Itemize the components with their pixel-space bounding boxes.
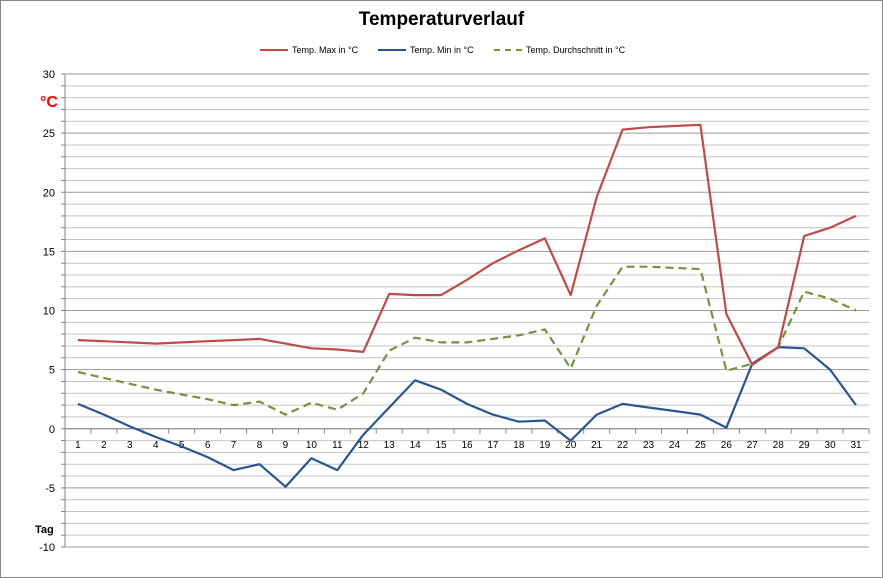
x-tick-label: 1 [75, 440, 81, 451]
legend-item-max: Temp. Max in °C [260, 45, 358, 55]
x-tick-label: 30 [825, 440, 837, 451]
x-tick-label: 19 [539, 440, 551, 451]
x-tick-label: 5 [179, 440, 185, 451]
y-tick-label: -10 [39, 542, 55, 554]
x-tick-label: 17 [487, 440, 499, 451]
y-tick-label: 0 [49, 424, 55, 436]
y-tick-label: 5 [49, 365, 55, 377]
y-tick-label: -5 [45, 483, 55, 495]
x-tick-label: 27 [747, 440, 759, 451]
x-tick-label: 8 [257, 440, 263, 451]
x-tick-label: 2 [101, 440, 107, 451]
x-tick-label: 22 [617, 440, 629, 451]
x-tick-label: 28 [773, 440, 785, 451]
legend-label-min: Temp. Min in °C [410, 45, 474, 55]
legend-label-avg: Temp. Durchschnitt in °C [526, 45, 626, 55]
y-tick-label: 25 [43, 128, 55, 140]
x-tick-label: 6 [205, 440, 211, 451]
x-tick-label: 11 [332, 440, 343, 451]
x-tick-label: 3 [127, 440, 133, 451]
x-tick-label: 31 [850, 440, 862, 451]
x-tick-label: 23 [643, 440, 655, 451]
legend-swatch-min [378, 49, 406, 51]
y-tick-label: 15 [43, 246, 55, 258]
series-line-1 [77, 346, 857, 488]
x-tick-label: 12 [358, 440, 370, 451]
series-line-2 [77, 265, 857, 416]
x-tick-label: 10 [306, 440, 318, 451]
chart-title: Temperaturverlauf [358, 9, 525, 30]
x-tick-label: 4 [153, 440, 159, 451]
x-tick-label: 16 [461, 440, 473, 451]
x-tick-label: 29 [799, 440, 811, 451]
x-tick-label: 20 [565, 440, 577, 451]
x-tick-label: 7 [231, 440, 237, 451]
chart-legend: Temp. Max in °C Temp. Min in °C Temp. Du… [0, 45, 883, 59]
x-tick-label: 21 [591, 440, 603, 451]
x-tick-label: 18 [513, 440, 525, 451]
legend-label-max: Temp. Max in °C [292, 45, 359, 55]
legend-item-avg: Temp. Durchschnitt in °C [494, 45, 625, 55]
series-line-0 [77, 123, 857, 366]
x-tick-label: 24 [669, 440, 681, 451]
x-tick-label: 25 [695, 440, 707, 451]
x-tick-label: 15 [436, 440, 448, 451]
y-tick-label: 20 [43, 187, 55, 199]
x-tick-label: 13 [384, 440, 396, 451]
legend-swatch-avg [494, 49, 522, 51]
legend-item-min: Temp. Min in °C [378, 45, 474, 55]
legend-swatch-max [260, 49, 288, 51]
y-unit-label: °C [40, 94, 58, 111]
x-tick-label: 26 [721, 440, 733, 451]
x-tick-label: 9 [283, 440, 289, 451]
y-tick-label: 10 [43, 306, 55, 318]
x-tick-label: 14 [410, 440, 422, 451]
y-tick-label: 30 [43, 69, 55, 81]
x-axis-title: Tag [35, 524, 54, 536]
